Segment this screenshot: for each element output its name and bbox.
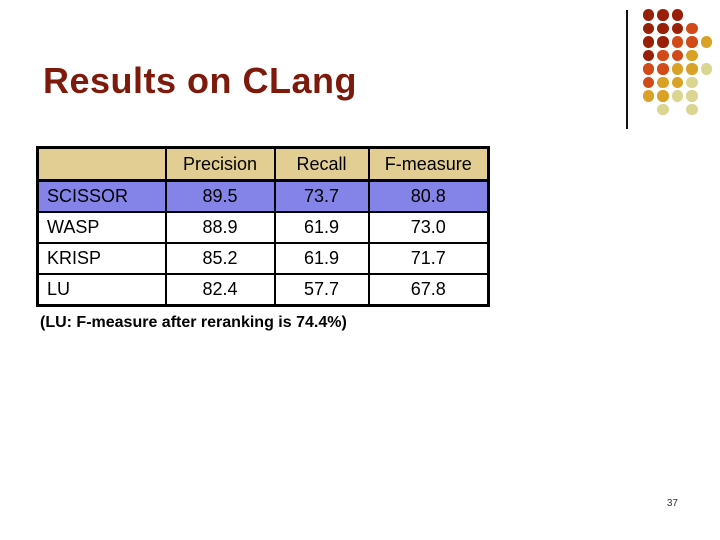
decoration-dot (671, 90, 683, 102)
decoration-dot (686, 36, 698, 48)
decoration-dot (657, 49, 669, 61)
decoration-dot (642, 90, 654, 102)
decoration-dot (657, 76, 669, 88)
cell-fmeasure: 80.8 (367, 179, 490, 213)
decoration-dot (657, 9, 669, 21)
cell-recall: 73.7 (273, 179, 370, 213)
decoration-dot (642, 63, 654, 75)
decoration-dot (686, 49, 698, 61)
decoration-dot (657, 36, 669, 48)
row-label: WASP (36, 211, 167, 244)
decoration-dot (671, 76, 683, 88)
cell-recall: 61.9 (273, 211, 370, 244)
decoration-vertical-line (626, 10, 628, 129)
decoration-dot (686, 76, 698, 88)
row-label: LU (36, 273, 167, 307)
table-row-krisp: KRISP 85.2 61.9 71.7 (36, 242, 490, 275)
row-label: KRISP (36, 242, 167, 275)
cell-fmeasure: 67.8 (367, 273, 490, 307)
decoration-dot (642, 22, 654, 34)
decoration-dot (671, 63, 683, 75)
decoration-dot (671, 49, 683, 61)
table-header-row: Precision Recall F-measure (36, 146, 490, 182)
footnote: (LU: F-measure after reranking is 74.4%) (40, 314, 347, 331)
header-cell-recall: Recall (273, 146, 370, 182)
slide-title: Results on CLang (43, 60, 358, 101)
table-row-lu: LU 82.4 57.7 67.8 (36, 273, 490, 307)
results-table: Precision Recall F-measure SCISSOR 89.5 … (36, 146, 490, 307)
cell-recall: 61.9 (273, 242, 370, 275)
cell-precision: 88.9 (164, 211, 276, 244)
cell-precision: 89.5 (164, 179, 276, 213)
decoration-dot (686, 90, 698, 102)
decoration-dot (671, 9, 683, 21)
cell-precision: 82.4 (164, 273, 276, 307)
decoration-dot (686, 63, 698, 75)
decoration-dot (642, 9, 654, 21)
header-cell-fmeasure: F-measure (367, 146, 490, 182)
decoration-dot (657, 22, 669, 34)
table-row-wasp: WASP 88.9 61.9 73.0 (36, 211, 490, 244)
decoration-dot (642, 76, 654, 88)
header-cell-precision: Precision (164, 146, 276, 182)
cell-fmeasure: 73.0 (367, 211, 490, 244)
decoration-dot (657, 103, 669, 115)
decoration-dot (686, 22, 698, 34)
decoration-dot (671, 22, 683, 34)
header-cell-empty (36, 146, 167, 182)
decoration-dot (642, 36, 654, 48)
decoration-dot (700, 63, 712, 75)
table-row-scissor: SCISSOR 89.5 73.7 80.8 (36, 179, 490, 213)
decoration-dot (700, 36, 712, 48)
cell-precision: 85.2 (164, 242, 276, 275)
decoration-dot (686, 103, 698, 115)
row-label: SCISSOR (36, 179, 167, 213)
cell-fmeasure: 71.7 (367, 242, 490, 275)
decoration-dot (657, 90, 669, 102)
decoration-dots-pattern (641, 8, 714, 116)
page-number: 37 (666, 498, 678, 509)
decoration-dot (657, 63, 669, 75)
decoration-dot (671, 36, 683, 48)
decoration-dot (642, 49, 654, 61)
cell-recall: 57.7 (273, 273, 370, 307)
